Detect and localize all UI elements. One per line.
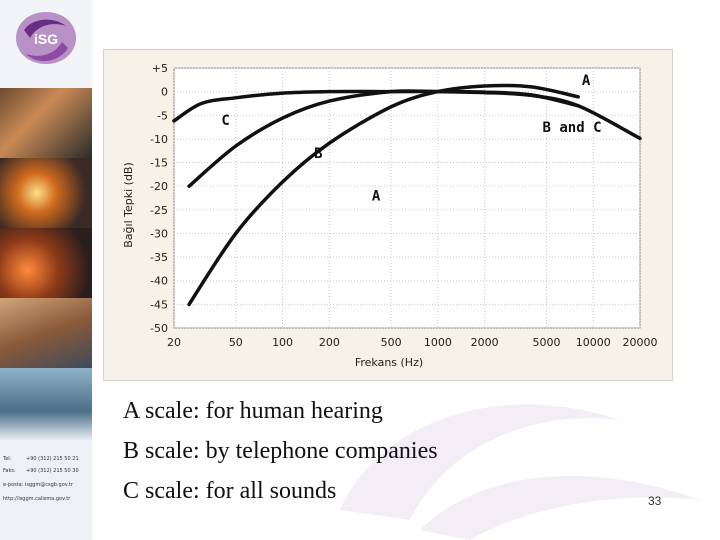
y-tick-label: -30 (150, 227, 168, 240)
x-tick-label: 100 (272, 336, 293, 349)
y-tick-label: -45 (150, 298, 168, 311)
x-tick-label: 10000 (576, 336, 611, 349)
logo-text: iSG (34, 31, 58, 47)
frequency-response-chart: +5 0 -5 -10 -15 -20 -25 -30 -35 -40 -45 -50 20 50 100… (122, 62, 658, 369)
page-number: 33 (648, 494, 662, 508)
tel-value: +90 (312) 215 50 21 (26, 456, 79, 462)
isg-logo: iSG (16, 12, 76, 64)
photo-foundry (0, 228, 92, 298)
annotation-label: A (372, 189, 381, 205)
x-tick-label: 500 (381, 336, 402, 349)
annotations: A B C A B and C (221, 73, 601, 205)
series-line-a (187, 83, 580, 307)
x-tick-label: 1000 (424, 336, 452, 349)
email-link[interactable]: e-posta: isggm@csgb.gov.tr (3, 482, 73, 488)
x-axis-label: Frekans (Hz) (355, 356, 423, 369)
fax-value: +90 (312) 215 50 30 (26, 468, 79, 474)
grid (173, 67, 641, 329)
y-tick-label: 0 (161, 86, 168, 99)
fax-label: Faks: (3, 468, 16, 474)
photo-workers-helmet (0, 88, 92, 158)
y-tick-label: +5 (152, 62, 168, 75)
y-axis-label: Bağıl Tepki (dB) (122, 162, 135, 248)
annotation-label: C (221, 113, 229, 129)
caption-a-scale: A scale: for human hearing (123, 398, 383, 424)
y-tick-label: -5 (157, 109, 168, 122)
x-tick-label: 5000 (532, 336, 560, 349)
y-tick-label: -10 (150, 133, 168, 146)
y-tick-label: -20 (150, 180, 168, 193)
y-tick-label: -35 (150, 251, 168, 264)
photo-lab-equipment (0, 368, 92, 440)
chart-frame: +5 0 -5 -10 -15 -20 -25 -30 -35 -40 -45 -50 20 50 100… (104, 50, 672, 380)
y-tick-labels: +5 0 -5 -10 -15 -20 -25 -30 -35 -40 -45 -50 (150, 62, 168, 335)
series-group (172, 83, 642, 307)
photo-welding-sparks (0, 158, 92, 228)
y-tick-label: -40 (150, 275, 168, 288)
web-link[interactable]: http://isggm.calisma.gov.tr (3, 496, 71, 502)
x-tick-labels: 20 50 100 200 500 1000 2000 5000 10000 20000 (167, 336, 658, 349)
contact-block: Tel: +90 (312) 215 50 21 Faks: +90 (312)… (0, 440, 92, 540)
x-tick-label: 20000 (623, 336, 658, 349)
annotation-label: A (582, 73, 591, 89)
tel-label: Tel: (3, 456, 12, 462)
caption-b-scale: B scale: by telephone companies (123, 438, 438, 464)
y-tick-label: -25 (150, 204, 168, 217)
isg-watermark (340, 404, 700, 540)
x-tick-label: 2000 (471, 336, 499, 349)
sidebar: iSG Tel: +90 (312) 215 50 21 Faks: +90 (… (0, 0, 92, 540)
annotation-label: B (314, 146, 322, 162)
plot-area (173, 67, 641, 329)
photo-worker-hands (0, 298, 92, 368)
x-tick-label: 20 (167, 336, 181, 349)
y-tick-label: -15 (150, 157, 168, 170)
x-tick-label: 200 (319, 336, 340, 349)
x-tick-label: 50 (229, 336, 243, 349)
series-line-c (172, 89, 642, 141)
y-tick-label: -50 (150, 322, 168, 335)
caption-c-scale: C scale: for all sounds (123, 478, 337, 504)
annotation-label: B and C (543, 120, 602, 136)
photo-strip (0, 88, 92, 440)
